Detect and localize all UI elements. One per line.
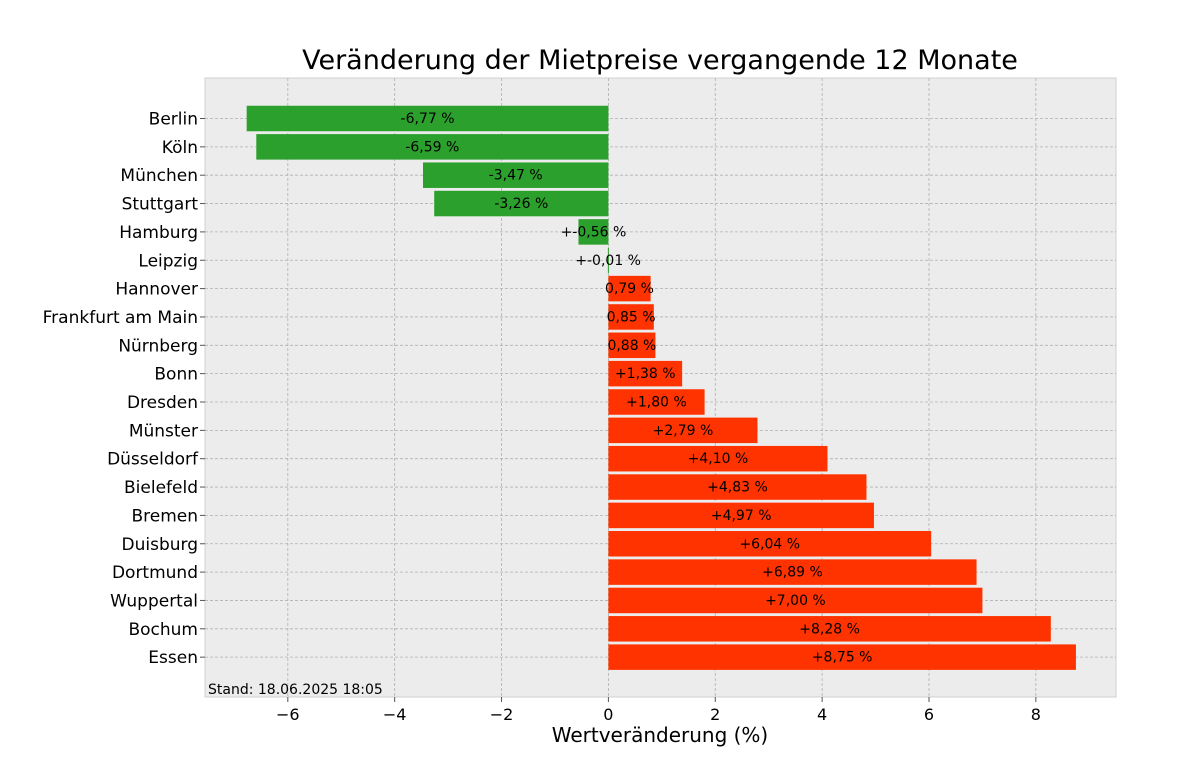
y-tick-label: Duisburg xyxy=(122,535,199,555)
bar-value-label: -6,77 % xyxy=(401,111,455,127)
bar xyxy=(608,502,874,529)
y-tick-label: Bochum xyxy=(128,620,198,640)
x-tick-label: 8 xyxy=(1031,705,1041,724)
y-tick-label: Hamburg xyxy=(119,223,198,243)
bar xyxy=(256,134,609,160)
x-tick-labels: −6 −4 −2 0 2 4 6 8 xyxy=(276,697,1041,724)
y-tick-label: Essen xyxy=(148,648,198,668)
bar xyxy=(607,247,609,273)
y-tick-label: Münster xyxy=(129,421,198,441)
x-tick-label: −6 xyxy=(276,705,300,724)
bars xyxy=(246,105,1076,670)
bar xyxy=(608,474,867,500)
x-tick-label: −2 xyxy=(490,705,514,724)
y-tick-label: Dresden xyxy=(127,393,198,413)
bar-value-label: 0,88 % xyxy=(607,338,656,354)
bar-value-label: +4,97 % xyxy=(711,508,772,524)
bar-value-label: +8,28 % xyxy=(799,621,860,637)
y-tick-label: Hannover xyxy=(115,280,198,300)
x-tick-label: −4 xyxy=(383,705,407,724)
x-tick-label: 0 xyxy=(603,705,613,724)
bar-value-label: 0,79 % xyxy=(605,281,654,297)
bar-value-label: +4,10 % xyxy=(688,451,749,467)
y-tick-label: Dortmund xyxy=(112,563,198,583)
bar-value-label: 0,85 % xyxy=(607,309,656,325)
x-tick-label: 4 xyxy=(817,705,827,724)
bar xyxy=(608,531,932,557)
bar xyxy=(246,105,609,132)
y-tick-label: Nürnberg xyxy=(118,336,198,356)
bar xyxy=(422,162,609,188)
bar-value-label: +2,79 % xyxy=(653,423,714,439)
bar-value-label: +-0,01 % xyxy=(575,253,641,269)
bar xyxy=(608,360,683,387)
bar xyxy=(608,559,977,585)
bar-value-label: +4,83 % xyxy=(707,480,768,496)
y-tick-label: Köln xyxy=(162,138,198,158)
chart-title: Veränderung der Mietpreise vergangende 1… xyxy=(302,45,1018,76)
bar xyxy=(608,275,651,302)
y-tick-label: Frankfurt am Main xyxy=(43,308,198,328)
y-tick-label: Bonn xyxy=(154,365,198,385)
y-tick-labels: Berlin Köln München Stuttgart Hamburg Leipzig… xyxy=(43,110,205,668)
bar-value-label: +6,89 % xyxy=(762,565,823,581)
x-tick-label: 6 xyxy=(924,705,934,724)
bar-value-label: +1,80 % xyxy=(626,395,687,411)
bar xyxy=(608,445,828,472)
y-tick-label: Wuppertal xyxy=(110,591,198,611)
bar-value-label: -3,47 % xyxy=(489,168,543,184)
bar-value-label: -3,26 % xyxy=(494,196,548,212)
y-tick-label: Bremen xyxy=(131,506,198,526)
bar xyxy=(608,616,1051,642)
bar xyxy=(608,587,983,614)
bar-value-label: +8,75 % xyxy=(812,650,873,666)
y-tick-label: München xyxy=(120,166,198,186)
timestamp-footnote: Stand: 18.06.2025 18:05 xyxy=(208,682,383,698)
bar-value-label: +1,38 % xyxy=(615,366,676,382)
bar xyxy=(608,332,656,359)
y-tick-label: Stuttgart xyxy=(122,195,199,215)
bar xyxy=(434,190,609,217)
bar xyxy=(608,417,758,444)
x-tick-label: 2 xyxy=(710,705,720,724)
y-tick-label: Bielefeld xyxy=(124,478,198,498)
y-tick-label: Leipzig xyxy=(138,251,198,271)
bar-value-label: -6,59 % xyxy=(405,139,459,155)
y-tick-label: Berlin xyxy=(149,110,198,130)
bar-value-label: +-0,56 % xyxy=(561,224,627,240)
bar xyxy=(578,219,609,245)
bar xyxy=(608,389,705,415)
y-tick-label: Düsseldorf xyxy=(107,450,199,470)
bar xyxy=(608,644,1076,670)
bar xyxy=(608,304,654,330)
bar-value-label: +7,00 % xyxy=(765,593,826,609)
bar-value-label: +6,04 % xyxy=(739,536,800,552)
bar-value-labels: -6,77 % -6,59 % -3,47 % -3,26 % +-0,56 % +-0,… xyxy=(401,111,873,666)
x-axis-label: Wertveränderung (%) xyxy=(552,723,769,747)
